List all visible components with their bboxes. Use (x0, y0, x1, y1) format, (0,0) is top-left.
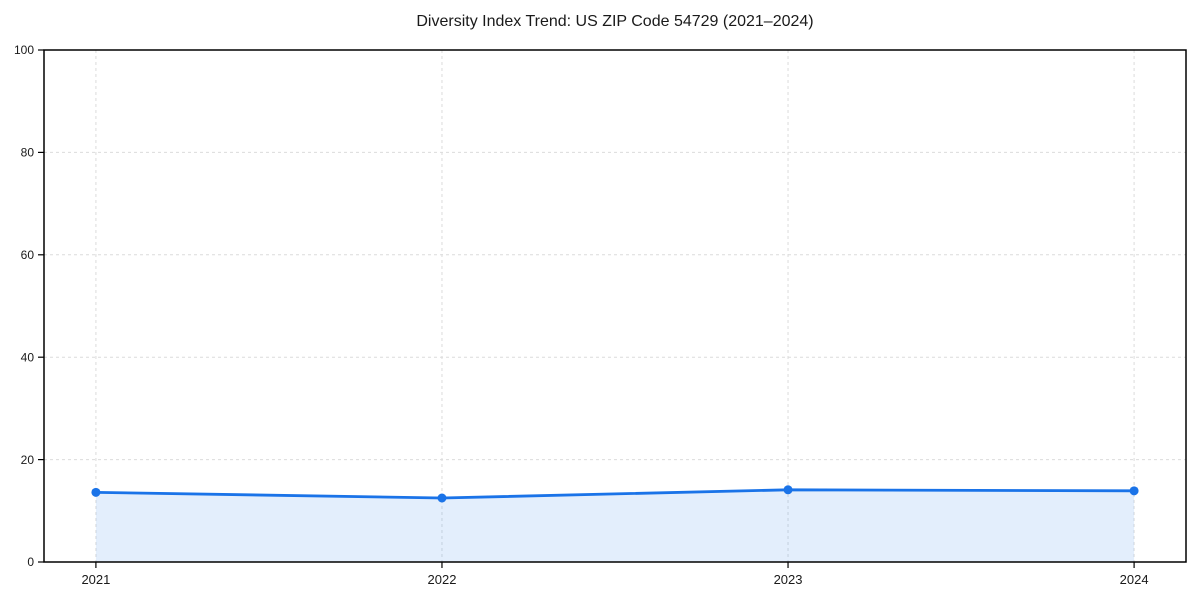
y-tick-label: 100 (14, 43, 34, 57)
data-point (437, 493, 447, 503)
data-point (91, 487, 101, 497)
y-tick-label: 60 (21, 248, 35, 262)
plot-border (43, 49, 1187, 563)
chart-title: Diversity Index Trend: US ZIP Code 54729… (416, 13, 814, 30)
trend-line (94, 488, 1136, 500)
area-fill (95, 489, 1135, 562)
data-point (1129, 486, 1139, 496)
x-tick-label: 2023 (774, 572, 803, 587)
x-tick-label: 2022 (428, 572, 457, 587)
y-tick-label: 0 (27, 555, 34, 569)
y-tick-label: 40 (21, 350, 35, 364)
y-tick-label: 80 (21, 146, 35, 160)
data-point (783, 485, 793, 495)
x-tick-label: 2021 (81, 572, 110, 587)
x-tick-label: 2024 (1120, 572, 1149, 587)
y-tick-label: 20 (21, 453, 35, 467)
